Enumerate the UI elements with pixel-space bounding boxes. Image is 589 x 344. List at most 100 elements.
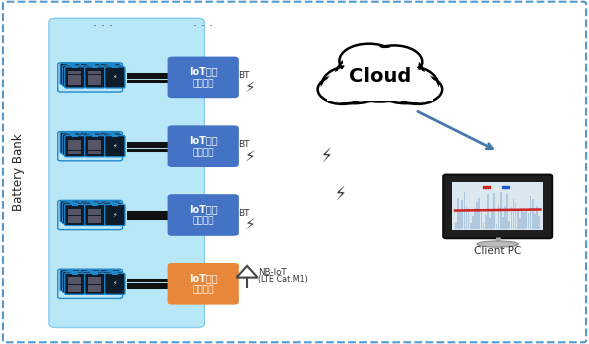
FancyBboxPatch shape	[443, 175, 552, 238]
FancyBboxPatch shape	[105, 136, 125, 157]
FancyBboxPatch shape	[80, 270, 100, 291]
Circle shape	[320, 77, 364, 102]
Text: IoT端末: IoT端末	[189, 135, 217, 146]
Text: Battery Bank: Battery Bank	[12, 133, 25, 211]
Circle shape	[336, 50, 424, 101]
Text: （親機）: （親機）	[193, 286, 214, 294]
Bar	[470, 223, 472, 229]
Bar	[88, 216, 101, 219]
Bar	[64, 216, 77, 219]
Bar	[66, 76, 79, 80]
Bar	[84, 209, 97, 212]
Bar	[457, 198, 459, 229]
Bar	[84, 274, 97, 277]
Bar	[108, 143, 121, 147]
Bar	[87, 131, 93, 134]
Bar	[108, 288, 121, 292]
Bar	[70, 270, 75, 273]
Bar	[88, 208, 101, 212]
Bar	[68, 216, 81, 219]
FancyBboxPatch shape	[62, 65, 82, 86]
Bar	[86, 287, 99, 290]
FancyBboxPatch shape	[100, 270, 120, 291]
Bar	[92, 66, 98, 68]
Bar	[92, 204, 98, 206]
Bar	[88, 281, 101, 284]
Bar	[86, 149, 99, 152]
FancyBboxPatch shape	[85, 205, 105, 226]
Bar	[104, 143, 117, 147]
Text: BT: BT	[238, 71, 250, 80]
Bar	[107, 269, 113, 271]
Bar	[104, 281, 117, 284]
Bar	[106, 218, 119, 221]
Bar	[68, 151, 81, 154]
Bar	[491, 210, 493, 229]
Bar	[84, 281, 97, 284]
Bar	[66, 279, 79, 282]
Bar	[88, 288, 101, 292]
Bar	[106, 69, 119, 73]
Bar	[92, 204, 98, 206]
Bar	[64, 136, 77, 140]
Bar	[104, 216, 117, 219]
Bar	[88, 281, 101, 284]
Bar	[90, 133, 95, 136]
FancyBboxPatch shape	[167, 263, 239, 305]
Bar	[106, 76, 119, 80]
Bar	[68, 281, 81, 284]
FancyBboxPatch shape	[85, 67, 105, 88]
Text: IoT端末: IoT端末	[189, 66, 217, 77]
FancyBboxPatch shape	[102, 272, 123, 292]
Bar	[68, 78, 81, 82]
Text: （子機）: （子機）	[193, 148, 214, 157]
Bar	[519, 218, 521, 229]
Bar	[84, 278, 97, 281]
Bar	[68, 143, 81, 147]
FancyBboxPatch shape	[102, 65, 123, 86]
FancyBboxPatch shape	[82, 272, 102, 292]
Text: ⚡: ⚡	[244, 79, 256, 95]
Bar	[455, 223, 456, 229]
Bar	[104, 67, 117, 71]
Bar	[70, 64, 75, 67]
Bar	[106, 207, 119, 210]
Bar	[88, 216, 101, 219]
Bar	[68, 208, 81, 212]
Bar	[506, 194, 508, 229]
Bar	[66, 211, 79, 214]
Bar	[86, 73, 99, 76]
FancyBboxPatch shape	[80, 201, 100, 222]
Bar	[64, 278, 77, 281]
Text: ⚡: ⚡	[112, 75, 117, 80]
Bar	[108, 281, 121, 284]
Bar	[92, 272, 98, 275]
Bar	[92, 66, 98, 68]
Text: ⚡: ⚡	[112, 144, 117, 149]
Text: Cloud: Cloud	[349, 67, 411, 86]
Bar	[66, 218, 79, 221]
Bar	[68, 140, 81, 143]
Bar	[66, 138, 79, 141]
Bar	[104, 285, 117, 288]
Bar	[104, 136, 117, 140]
Bar	[68, 212, 81, 215]
Bar	[87, 269, 93, 271]
Bar	[452, 182, 543, 230]
Bar	[72, 66, 78, 68]
Bar	[84, 136, 97, 140]
Text: . . .: . . .	[193, 16, 213, 29]
FancyBboxPatch shape	[100, 201, 120, 222]
Circle shape	[396, 77, 439, 102]
Bar	[107, 131, 113, 134]
Bar	[107, 200, 113, 202]
FancyBboxPatch shape	[65, 136, 85, 157]
Bar	[108, 208, 121, 212]
Text: （子機）: （子機）	[193, 217, 214, 226]
Bar	[72, 272, 78, 275]
Bar	[112, 204, 118, 206]
Bar	[88, 140, 101, 143]
Bar	[502, 217, 504, 229]
Bar	[106, 149, 119, 152]
Bar	[88, 143, 101, 147]
